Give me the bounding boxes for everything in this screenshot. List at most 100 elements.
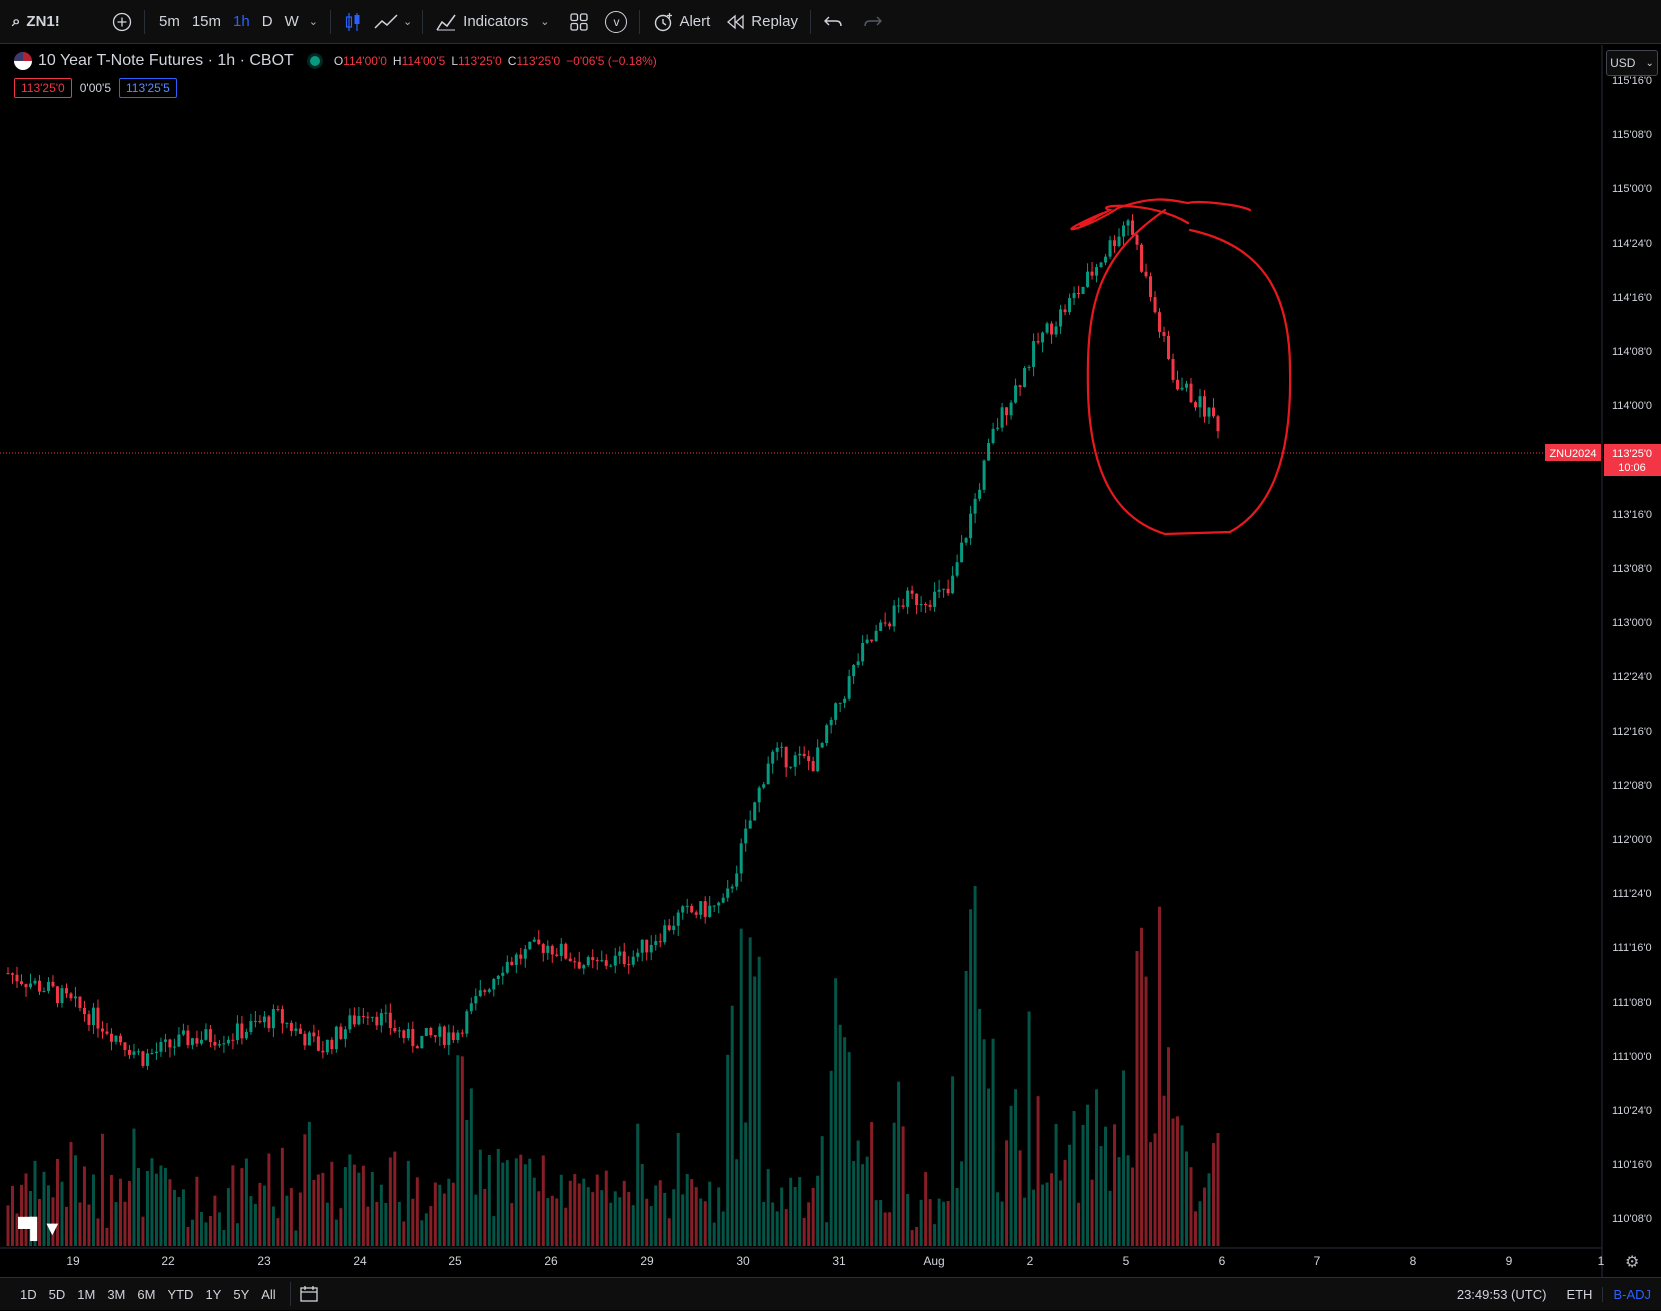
add-symbol-button[interactable] (104, 0, 140, 44)
volume-bar (856, 1140, 860, 1246)
price-tick-label: 115'16'0 (1612, 75, 1652, 87)
symbol-search[interactable]: ⌕ ZN1! (0, 0, 104, 44)
symbol-title[interactable]: 10 Year T-Note Futures · 1h · CBOT (38, 52, 294, 69)
market-status-icon[interactable] (309, 56, 320, 66)
interval-1h[interactable]: 1h (233, 13, 250, 30)
volume-bar (870, 1121, 874, 1246)
candle-body (276, 1009, 280, 1011)
volume-bar (15, 1213, 19, 1246)
volume-bar (897, 1081, 901, 1246)
divider (329, 9, 331, 34)
interval-w[interactable]: W (284, 13, 299, 30)
candle-body (465, 1011, 469, 1034)
chevron-down-icon[interactable]: ⌄ (308, 16, 318, 28)
volume-bar (654, 1185, 658, 1246)
volume-bar (1212, 1143, 1216, 1246)
volume-bar (523, 1164, 527, 1246)
volume-bar (694, 1187, 698, 1246)
price-chart[interactable]: 115'16'0 115'08'0 115'00'0 114'24'0 114'16'0… (0, 45, 1661, 1277)
interval-15m[interactable]: 15m (191, 13, 222, 30)
volume-bar (802, 1217, 806, 1246)
candle-body (559, 943, 563, 956)
clock[interactable]: 23:49:53 (UTC) (1456, 1287, 1547, 1302)
volume-bar (73, 1155, 77, 1246)
candle-body (568, 958, 572, 962)
candle-body (964, 538, 968, 543)
replay-button[interactable]: Replay (718, 0, 806, 44)
volume-bar (298, 1192, 302, 1246)
range-5d[interactable]: 5D (48, 1286, 66, 1302)
alert-button[interactable]: Alert (644, 0, 718, 44)
range-5y[interactable]: 5Y (233, 1286, 250, 1302)
bid-price[interactable]: 113'25'0 (14, 78, 72, 98)
candle-body (1194, 402, 1198, 408)
layouts-button[interactable] (561, 0, 597, 44)
volume-bar (150, 1158, 154, 1246)
volume-bar (249, 1196, 253, 1246)
session-toggle[interactable]: ETH (1566, 1287, 1593, 1302)
us-flag-icon (14, 52, 32, 70)
candle-body (775, 747, 779, 752)
calendar-icon[interactable] (299, 1284, 321, 1304)
currency-selector[interactable]: USD ⌄ (1606, 50, 1658, 76)
candle-body (793, 755, 797, 767)
range-ytd[interactable]: YTD (167, 1286, 194, 1302)
indicators-button[interactable]: Indicators ⌄ (427, 0, 561, 44)
candles-style-button[interactable] (335, 0, 371, 44)
volume-bar (987, 1088, 991, 1246)
candle-body (798, 753, 802, 756)
alarm-clock-icon (655, 12, 673, 31)
candle-body (906, 590, 910, 607)
candle-body (213, 1042, 217, 1046)
interval-5m[interactable]: 5m (159, 13, 180, 30)
range-6m[interactable]: 6M (137, 1286, 156, 1302)
candle-body (204, 1029, 208, 1040)
candle-body (483, 990, 487, 992)
search-icon: ⌕ (12, 13, 21, 30)
candle-body (127, 1049, 131, 1055)
range-3m[interactable]: 3M (107, 1286, 126, 1302)
volume-bar (244, 1158, 248, 1246)
v-button[interactable]: v (597, 0, 635, 44)
volume-bar (906, 1194, 910, 1246)
candle-body (1027, 366, 1031, 368)
range-1m[interactable]: 1M (77, 1286, 96, 1302)
volume-bar (348, 1154, 352, 1246)
tradingview-logo[interactable]: ▀▌▼ (18, 1218, 62, 1240)
volume-bar (172, 1189, 176, 1246)
low-key: L (451, 54, 458, 68)
volume-bar (1108, 1190, 1112, 1246)
volume-bar (982, 1039, 986, 1246)
candle-body (1216, 416, 1220, 432)
candle-body (1171, 359, 1175, 380)
candle-body (694, 912, 698, 915)
candle-body (523, 949, 527, 959)
range-1y[interactable]: 1Y (205, 1286, 222, 1302)
gear-icon[interactable]: ⚙ (1625, 1254, 1640, 1271)
range-all[interactable]: All (261, 1286, 276, 1302)
chart-area[interactable]: 115'16'0 115'08'0 115'00'0 114'24'0 114'16'0… (0, 45, 1661, 1277)
adjustment-toggle[interactable]: B-ADJ (1602, 1287, 1661, 1302)
volume-bar (766, 1169, 770, 1246)
price-tick-label: 114'08'0 (1612, 346, 1652, 358)
interval-d[interactable]: D (261, 13, 273, 30)
chevron-down-icon[interactable]: ⌄ (402, 16, 413, 28)
chart-legend: 10 Year T-Note Futures · 1h · CBOT O114'… (14, 52, 657, 70)
volume-bars (6, 886, 1220, 1246)
candle-body (496, 975, 500, 980)
candle-body (708, 905, 712, 917)
volume-bar (1104, 1126, 1108, 1246)
range-1d[interactable]: 1D (20, 1286, 37, 1302)
line-tools-button[interactable]: ⌄ (371, 0, 418, 44)
ask-price[interactable]: 113'25'5 (119, 78, 177, 98)
volume-bar (186, 1227, 190, 1246)
candle-body (492, 979, 496, 990)
chevron-down-icon[interactable]: ⌄ (540, 16, 550, 28)
volume-bar (456, 1055, 460, 1246)
undo-button[interactable] (815, 0, 853, 44)
candle-body (1005, 407, 1009, 416)
volume-bar (1081, 1124, 1085, 1246)
candle-body (969, 513, 973, 539)
current-price-tag (1604, 444, 1661, 476)
redo-button[interactable] (853, 0, 891, 44)
